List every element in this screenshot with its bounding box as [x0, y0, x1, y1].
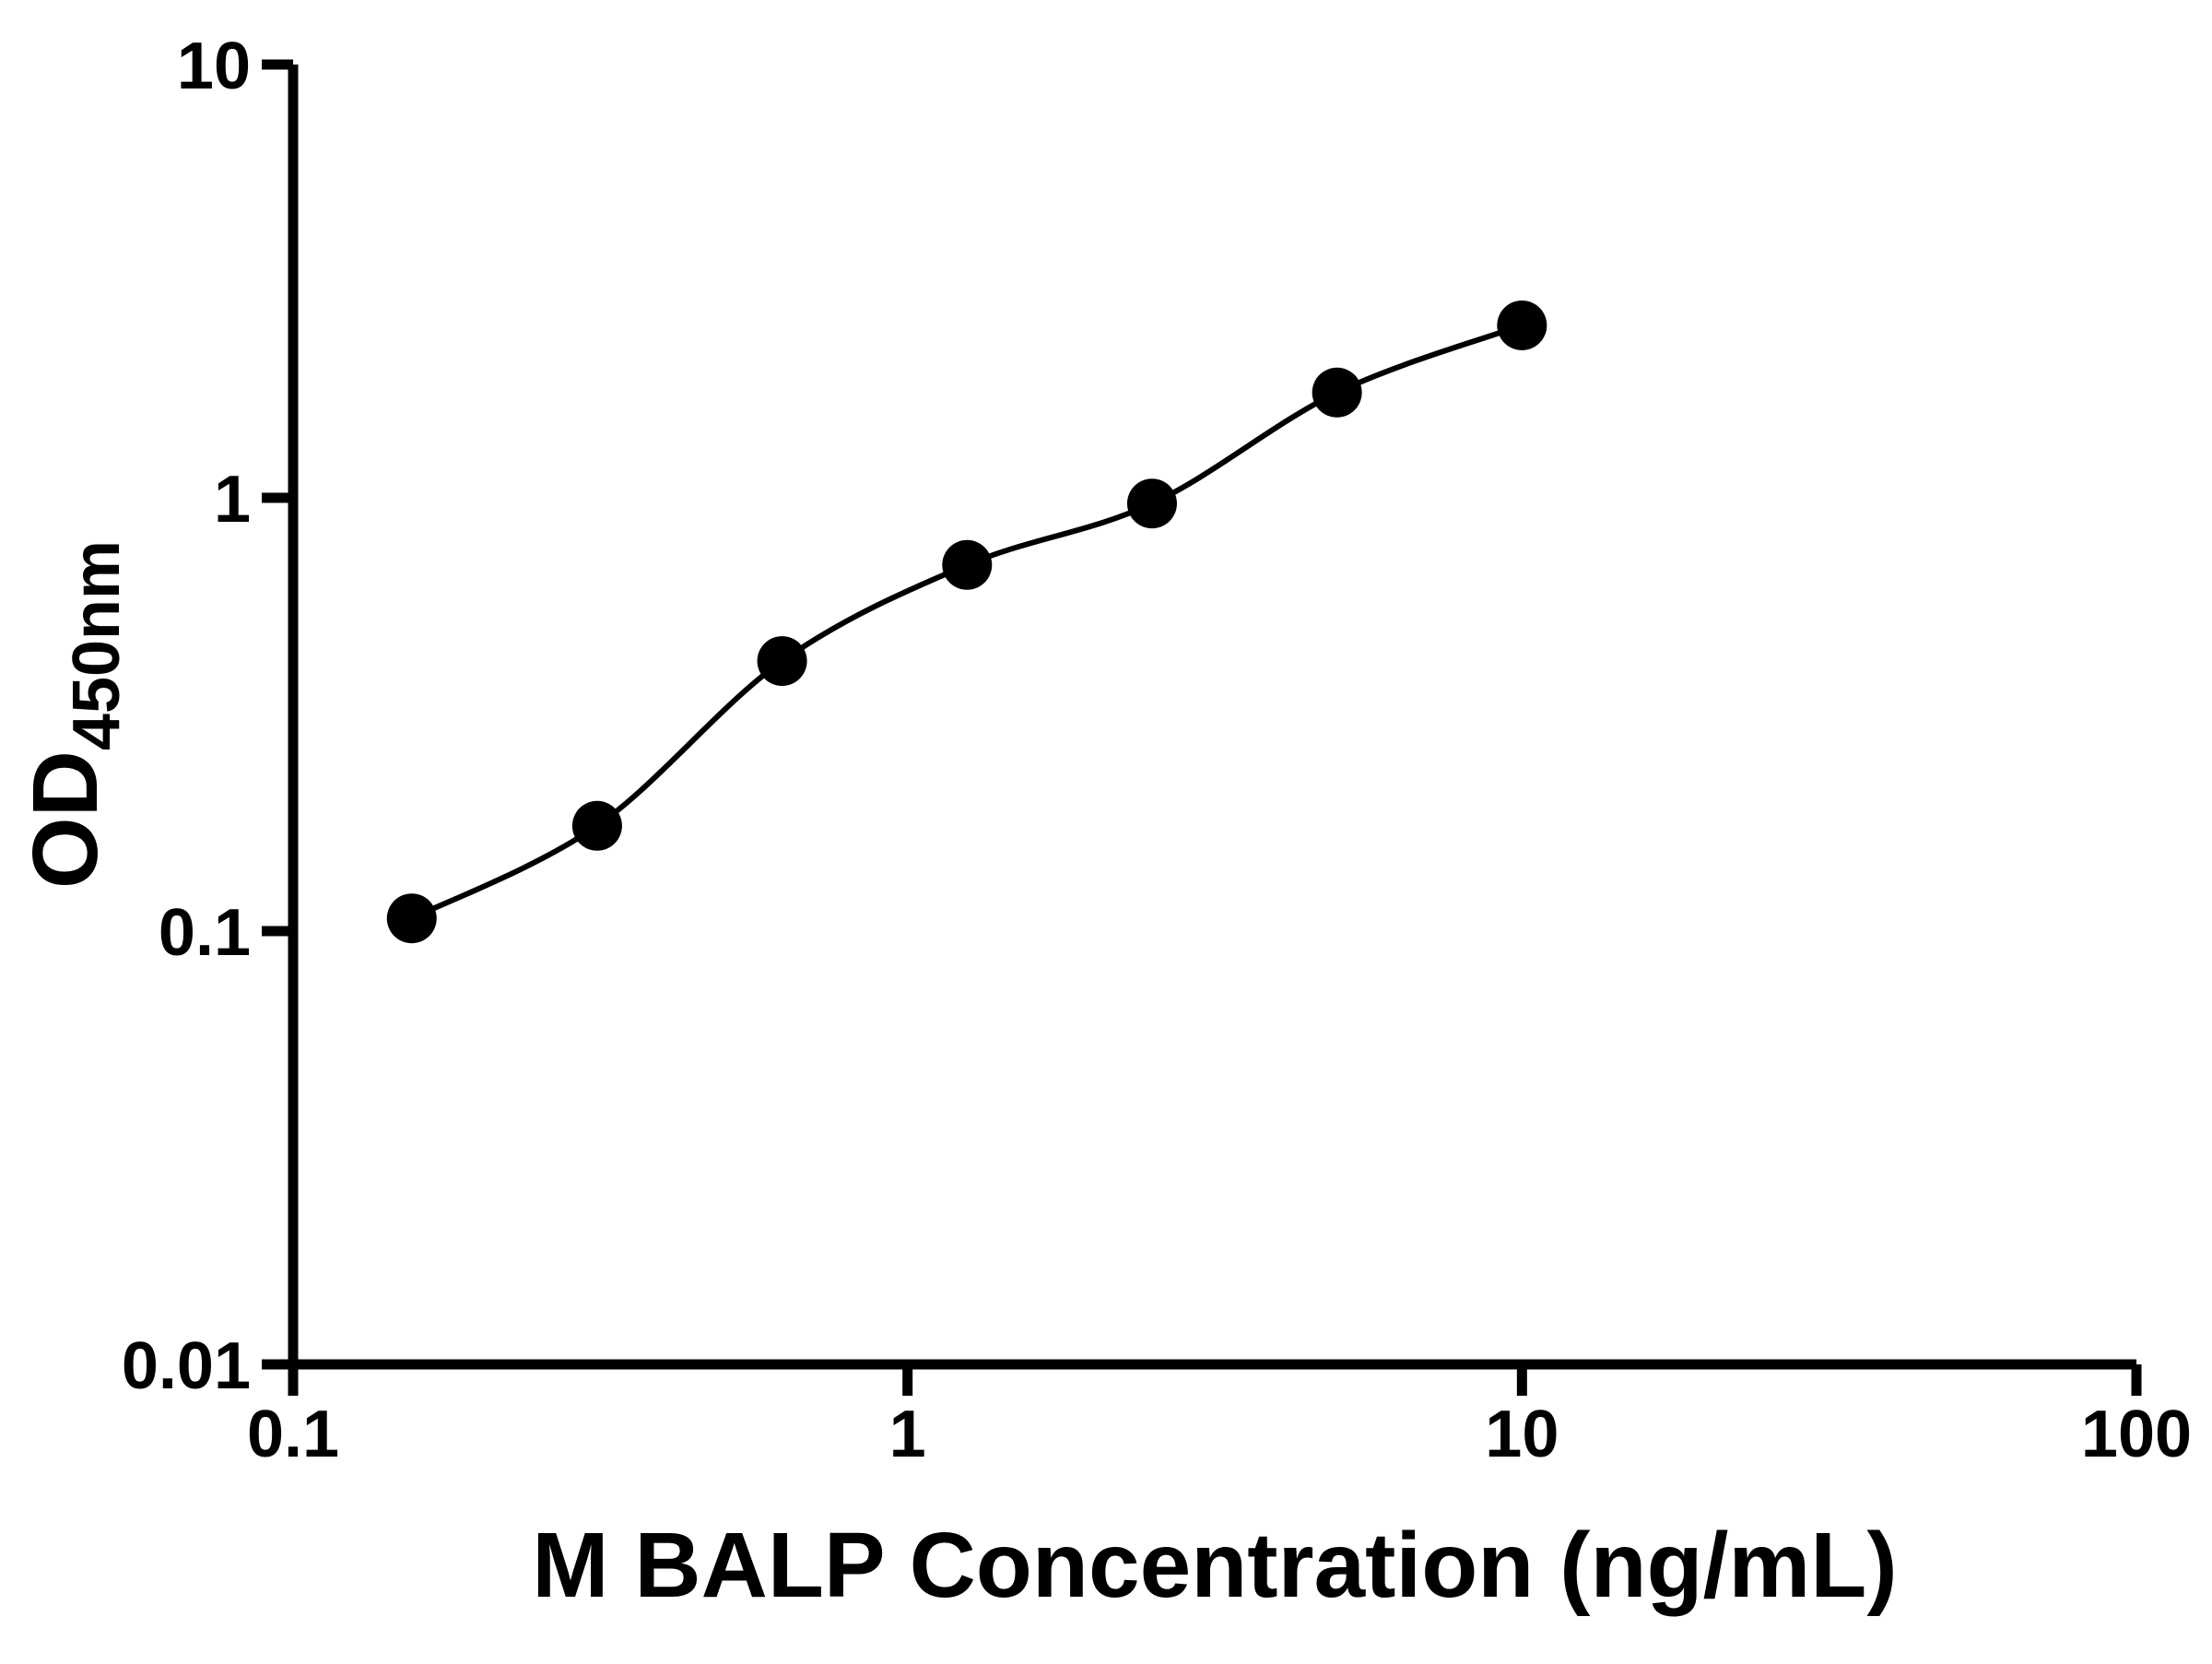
data-point	[757, 636, 807, 687]
series-layer	[386, 300, 1547, 944]
x-tick-label: 10	[1485, 1398, 1559, 1471]
x-tick-label: 0.1	[247, 1398, 339, 1471]
data-point	[1312, 367, 1362, 418]
x-tick-label: 100	[2081, 1398, 2192, 1471]
y-tick-label: 0.01	[122, 1329, 251, 1403]
data-point	[942, 539, 993, 590]
data-point	[386, 893, 437, 944]
y-tick-label: 10	[177, 30, 251, 103]
axes-layer	[288, 65, 2136, 1370]
data-point	[1126, 478, 1177, 529]
y-tick-label: 0.1	[159, 896, 251, 970]
data-point	[571, 800, 622, 851]
y-axis-title-main: OD	[14, 750, 117, 889]
data-point	[1497, 300, 1547, 350]
y-tick-label: 1	[214, 463, 251, 537]
axis-frame	[288, 65, 2136, 1370]
x-axis-title: M BALP Concentration (ng/mL)	[532, 1514, 1897, 1617]
x-tick-label: 1	[889, 1398, 926, 1471]
y-axis-title-subscript: 450nm	[60, 540, 134, 750]
y-axis-title: OD450nm	[14, 540, 134, 889]
